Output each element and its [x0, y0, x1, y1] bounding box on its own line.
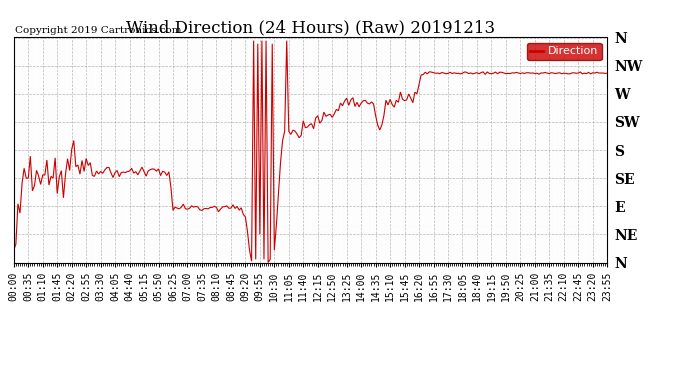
Text: Copyright 2019 Cartronics.com: Copyright 2019 Cartronics.com: [15, 26, 181, 35]
Title: Wind Direction (24 Hours) (Raw) 20191213: Wind Direction (24 Hours) (Raw) 20191213: [126, 19, 495, 36]
Legend: Direction: Direction: [527, 43, 602, 60]
